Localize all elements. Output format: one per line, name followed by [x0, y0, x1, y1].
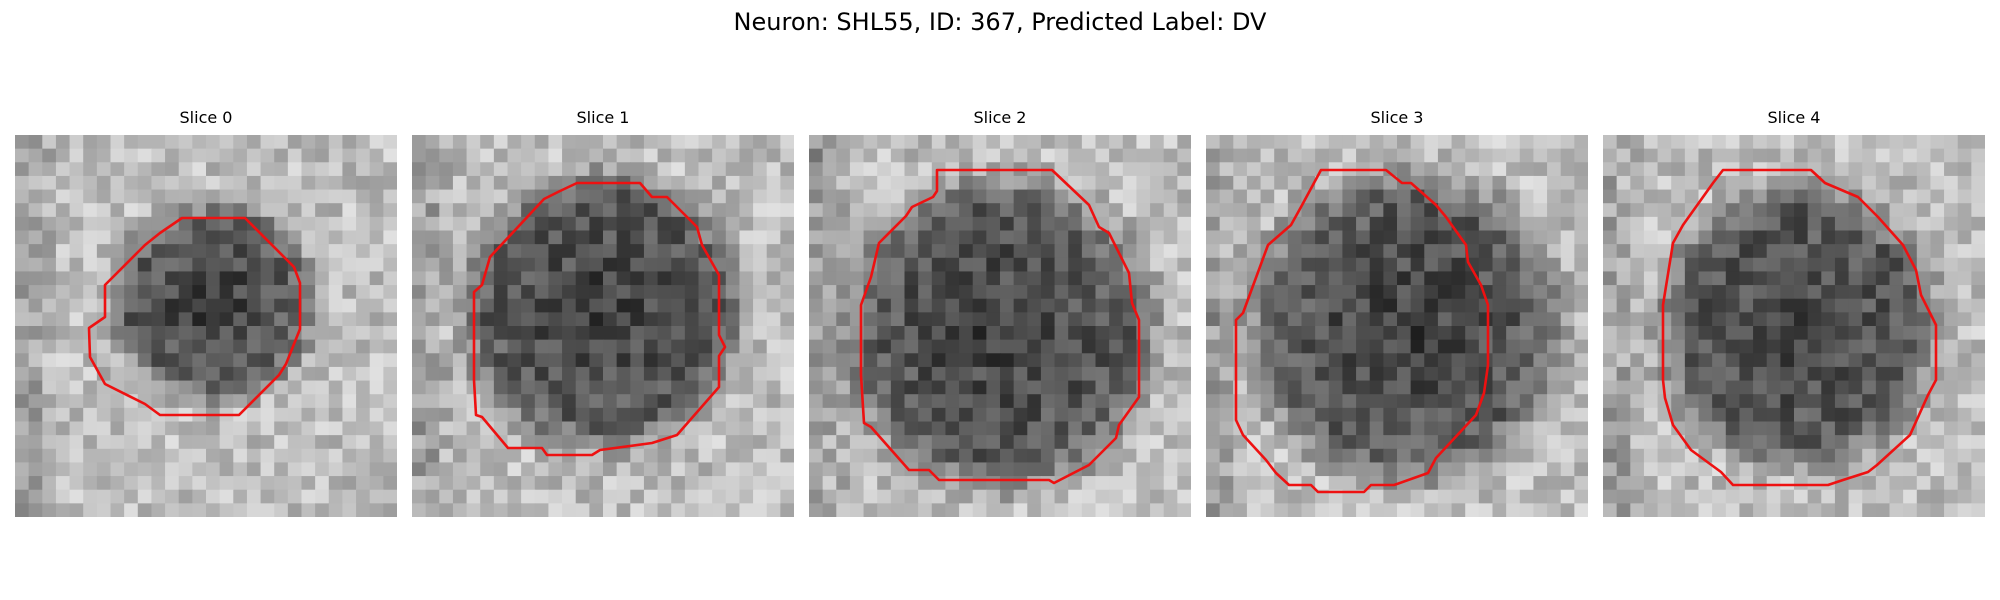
- slice-panel-1: Slice 1: [412, 108, 794, 520]
- slice-image-0: [15, 135, 397, 517]
- slice-image-3: [1206, 135, 1588, 517]
- slice-image-1: [412, 135, 794, 517]
- slice-title-2: Slice 2: [973, 108, 1027, 127]
- neuron-contour-4: [1661, 168, 1938, 487]
- neuron-contour-1: [472, 181, 727, 457]
- grayscale-image-1: [412, 135, 794, 517]
- slice-title-0: Slice 0: [179, 108, 233, 127]
- grayscale-image-4: [1603, 135, 1985, 517]
- slice-image-2: [809, 135, 1191, 517]
- slice-image-4: [1603, 135, 1985, 517]
- neuron-contour-0: [87, 216, 302, 417]
- neuron-contour-2: [859, 168, 1141, 485]
- slice-panel-4: Slice 4: [1603, 108, 1985, 520]
- slice-panel-3: Slice 3: [1206, 108, 1588, 520]
- slice-title-3: Slice 3: [1370, 108, 1424, 127]
- slice-title-4: Slice 4: [1767, 108, 1821, 127]
- grayscale-image-0: [15, 135, 397, 517]
- slice-title-1: Slice 1: [576, 108, 630, 127]
- grayscale-image-2: [809, 135, 1191, 517]
- grayscale-image-3: [1206, 135, 1588, 517]
- neuron-contour-3: [1234, 168, 1490, 494]
- slice-panel-0: Slice 0: [15, 108, 397, 520]
- figure-title: Neuron: SHL55, ID: 367, Predicted Label:…: [733, 8, 1267, 36]
- slice-panel-2: Slice 2: [809, 108, 1191, 520]
